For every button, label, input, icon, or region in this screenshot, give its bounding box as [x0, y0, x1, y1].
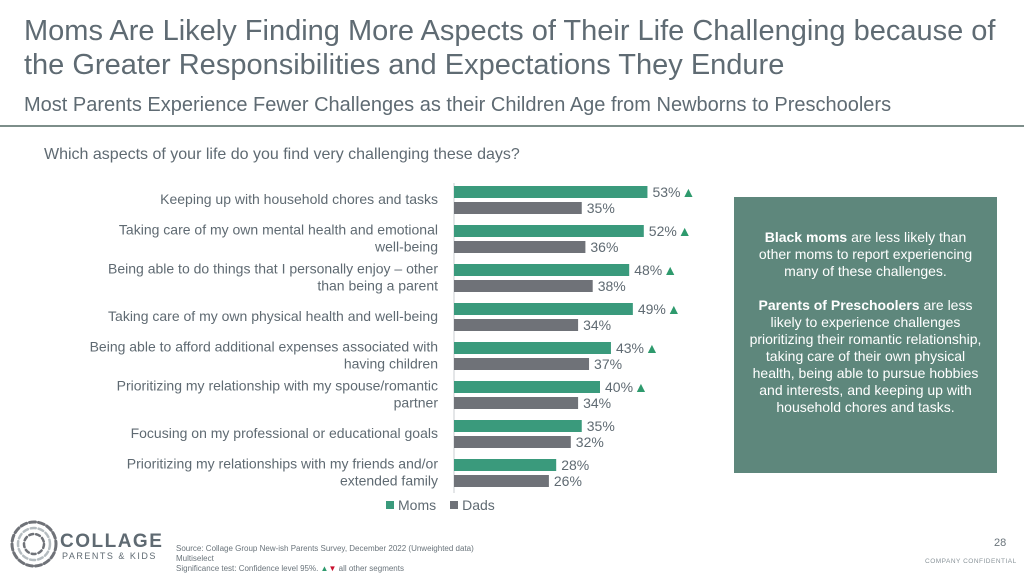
page-subtitle: Most Parents Experience Fewer Challenges… — [24, 94, 892, 116]
category-label-line: well-being — [374, 239, 438, 255]
significance-up-icon: ▲ — [634, 379, 648, 395]
category-label: Focusing on my professional or education… — [131, 425, 438, 441]
bar-dads — [454, 280, 593, 292]
callout-bold-1: Black moms — [764, 229, 848, 245]
data-label-moms: 49% — [638, 301, 666, 317]
legend-label-dads: Dads — [462, 497, 495, 513]
source-line-3-suffix: all other segments — [336, 564, 404, 573]
bar-moms — [454, 264, 630, 276]
chart-question: Which aspects of your life do you find v… — [44, 146, 520, 163]
category-label: Taking care of my own physical health an… — [108, 308, 438, 324]
source-line-3: Significance test: Confidence level 95%.… — [176, 564, 474, 574]
header-divider — [0, 125, 1024, 127]
data-label-moms: 43% — [616, 340, 644, 356]
insight-callout: Black moms are less likely than other mo… — [734, 197, 997, 473]
significance-up-icon: ▲ — [678, 223, 692, 239]
data-label-dads: 32% — [576, 434, 604, 450]
bar-dads — [454, 397, 579, 409]
bar-moms — [454, 342, 611, 354]
category-label-line: Focusing on my professional or education… — [131, 425, 438, 441]
legend-item-moms: Moms — [386, 497, 436, 513]
data-label-dads: 26% — [554, 473, 582, 489]
data-label-dads: 34% — [583, 317, 611, 333]
category-label-line: Being able to do things that I personall… — [108, 261, 438, 277]
logo-tagline: PARENTS & KIDS — [62, 551, 157, 561]
source-note: Source: Collage Group New-ish Parents Su… — [176, 544, 474, 574]
legend-swatch-moms — [386, 501, 394, 509]
significance-up-icon: ▲ — [681, 184, 695, 200]
bar-moms — [454, 459, 557, 471]
category-label-line: partner — [394, 395, 439, 411]
data-label-dads: 38% — [598, 278, 626, 294]
bar-dads — [454, 436, 571, 448]
category-label: Prioritizing my relationships with my fr… — [127, 456, 439, 489]
data-label-dads: 35% — [587, 200, 615, 216]
callout-paragraph-1: Black moms are less likely than other mo… — [748, 229, 983, 280]
category-label-line: Taking care of my own physical health an… — [108, 308, 438, 324]
category-label-line: than being a parent — [317, 278, 438, 294]
data-label-dads: 36% — [590, 239, 618, 255]
data-label-dads: 37% — [594, 356, 622, 372]
category-label-line: Being able to afford additional expenses… — [90, 339, 438, 355]
source-line-2: Multiselect — [176, 554, 214, 563]
source-line-3-prefix: Significance test: Confidence level 95%. — [176, 564, 319, 573]
significance-up-icon: ▲ — [663, 262, 677, 278]
page-title: Moms Are Likely Finding More Aspects of … — [24, 15, 996, 81]
bar-dads — [454, 358, 590, 370]
bar-chart: Keeping up with household chores and tas… — [90, 183, 695, 493]
category-label-line: extended family — [340, 473, 438, 489]
category-label: Keeping up with household chores and tas… — [160, 191, 438, 207]
bar-moms — [454, 303, 633, 315]
data-label-moms: 28% — [561, 457, 589, 473]
data-label-moms: 35% — [587, 418, 615, 434]
legend-item-dads: Dads — [450, 497, 495, 513]
collage-logo-icon — [10, 520, 58, 568]
category-label-line: Taking care of my own mental health and … — [119, 222, 438, 238]
bar-moms — [454, 420, 582, 432]
data-label-moms: 52% — [649, 223, 677, 239]
callout-text-1: are less likely than other moms to repor… — [758, 229, 973, 279]
significance-up-icon: ▲ — [645, 340, 659, 356]
bar-dads — [454, 202, 582, 214]
data-label-dads: 34% — [583, 395, 611, 411]
category-label: Prioritizing my relationship with my spo… — [117, 378, 439, 411]
category-label: Being able to do things that I personall… — [108, 261, 438, 294]
callout-text-2: are less likely to experience challenges… — [749, 297, 982, 415]
callout-paragraph-2: Parents of Preschoolers are less likely … — [748, 297, 983, 416]
data-label-moms: 48% — [634, 262, 662, 278]
category-label-line: Prioritizing my relationships with my fr… — [127, 456, 439, 472]
category-label: Being able to afford additional expenses… — [90, 339, 438, 372]
category-label: Taking care of my own mental health and … — [119, 222, 438, 255]
bar-moms — [454, 381, 600, 393]
logo-wordmark: COLLAGE — [60, 531, 164, 552]
data-label-moms: 40% — [605, 379, 633, 395]
significance-up-icon: ▲ — [667, 301, 681, 317]
bar-dads — [454, 475, 549, 487]
triangle-down-icon: ▼ — [328, 564, 337, 573]
confidential-label: COMPANY CONFIDENTIAL — [925, 558, 1017, 565]
chart-legend: Moms Dads — [386, 497, 495, 513]
bar-dads — [454, 241, 586, 253]
category-label-line: Prioritizing my relationship with my spo… — [117, 378, 438, 394]
callout-bold-2: Parents of Preschoolers — [758, 297, 920, 313]
category-label-line: having children — [344, 356, 438, 372]
source-line-1: Source: Collage Group New-ish Parents Su… — [176, 544, 474, 553]
triangle-up-icon: ▲ — [320, 564, 329, 573]
legend-label-moms: Moms — [398, 497, 437, 513]
data-label-moms: 53% — [652, 184, 680, 200]
bar-dads — [454, 319, 579, 331]
legend-swatch-dads — [450, 501, 459, 509]
bar-moms — [454, 225, 644, 237]
bar-moms — [454, 186, 648, 198]
category-label-line: Keeping up with household chores and tas… — [160, 191, 438, 207]
page-number: 28 — [994, 537, 1007, 549]
